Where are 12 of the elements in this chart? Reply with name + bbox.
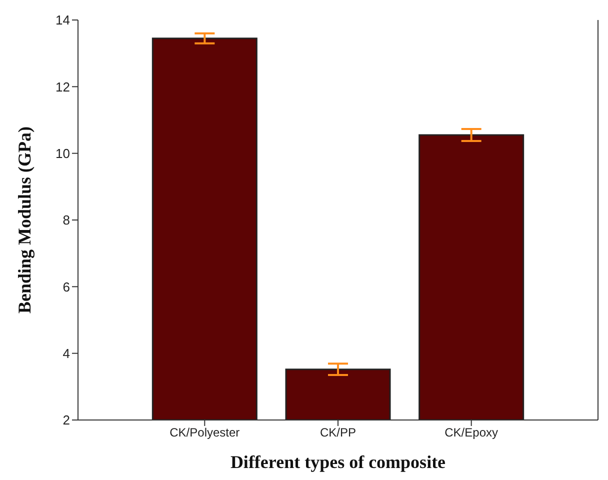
y-tick-label: 2 <box>62 412 70 428</box>
x-axis-title: Different types of composite <box>230 452 446 472</box>
y-tick-label: 4 <box>62 346 70 361</box>
y-axis-title: Bending Modulus (GPa) <box>14 126 34 314</box>
y-tick-label: 10 <box>56 146 70 161</box>
x-tick-label: CK/PP <box>320 426 356 440</box>
y-tick-label: 12 <box>56 79 70 94</box>
y-tick-label: 14 <box>56 12 70 28</box>
y-tick-label: 6 <box>62 279 70 294</box>
x-tick-label: CK/Epoxy <box>444 426 498 440</box>
x-tick-label: CK/Polyester <box>170 426 240 440</box>
y-tick-label: 8 <box>62 212 70 228</box>
